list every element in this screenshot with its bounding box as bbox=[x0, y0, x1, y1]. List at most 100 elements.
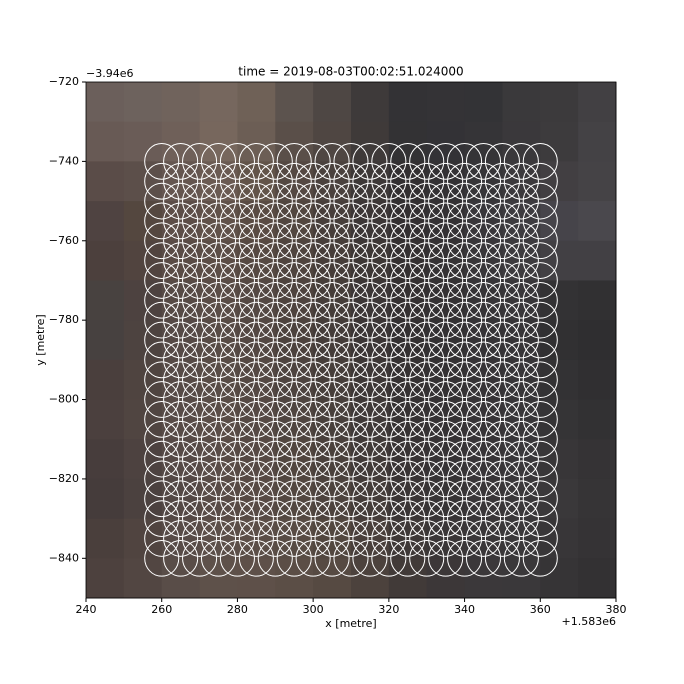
circle bbox=[276, 381, 312, 418]
circle bbox=[257, 401, 293, 438]
circle bbox=[257, 539, 293, 577]
circle bbox=[295, 301, 331, 339]
image-pixel bbox=[86, 161, 125, 202]
circle bbox=[522, 202, 558, 240]
circle bbox=[428, 539, 464, 577]
image-pixel bbox=[351, 82, 390, 123]
image-pixel bbox=[161, 121, 201, 162]
circle bbox=[219, 202, 255, 240]
circle bbox=[484, 143, 520, 180]
circle bbox=[522, 539, 558, 577]
circle bbox=[371, 202, 407, 240]
image-pixel bbox=[123, 439, 163, 480]
circle bbox=[314, 262, 350, 299]
circle bbox=[409, 202, 445, 240]
image-pixel bbox=[275, 240, 314, 281]
image-pixel bbox=[161, 478, 201, 520]
image-pixel bbox=[464, 558, 503, 599]
image-pixel bbox=[351, 518, 390, 559]
circle bbox=[465, 182, 502, 220]
circle bbox=[484, 281, 520, 319]
circle bbox=[371, 361, 407, 399]
circle bbox=[503, 301, 539, 339]
circle bbox=[484, 321, 520, 359]
circle bbox=[409, 440, 445, 478]
circle bbox=[314, 440, 350, 478]
circle bbox=[503, 281, 539, 319]
circle bbox=[163, 480, 199, 518]
image-pixel bbox=[502, 439, 541, 480]
circle bbox=[276, 162, 312, 200]
image-pixel bbox=[313, 478, 352, 520]
image-pixel bbox=[199, 161, 238, 202]
circle bbox=[200, 182, 237, 220]
circle bbox=[144, 440, 180, 478]
circle bbox=[522, 520, 558, 557]
circle bbox=[447, 202, 483, 240]
image-pixel bbox=[86, 82, 125, 123]
x-axis-label: x [metre] bbox=[325, 617, 376, 630]
circle bbox=[144, 301, 180, 339]
circle bbox=[484, 242, 520, 279]
image-pixel bbox=[237, 359, 276, 401]
circle bbox=[200, 500, 237, 537]
circle bbox=[163, 242, 199, 279]
image-pixel bbox=[123, 240, 163, 281]
circle bbox=[333, 162, 369, 200]
image-pixel bbox=[540, 121, 579, 162]
circle bbox=[295, 401, 331, 438]
circle bbox=[352, 162, 388, 200]
circle bbox=[238, 281, 274, 319]
circle bbox=[219, 401, 255, 438]
image-pixel bbox=[123, 399, 163, 440]
circle bbox=[352, 281, 388, 319]
circle bbox=[390, 162, 426, 200]
circle bbox=[314, 381, 350, 418]
circle bbox=[144, 401, 180, 438]
circle bbox=[333, 480, 369, 518]
image-pixel bbox=[502, 201, 541, 242]
circle bbox=[219, 341, 255, 379]
circle bbox=[163, 202, 199, 240]
circle bbox=[314, 162, 350, 200]
circle bbox=[276, 539, 312, 577]
image-pixel bbox=[199, 518, 238, 559]
image-pixel bbox=[502, 82, 541, 123]
circle bbox=[238, 321, 274, 359]
circle bbox=[371, 222, 407, 260]
circle bbox=[238, 401, 274, 438]
circle bbox=[200, 381, 237, 418]
image-pixel bbox=[237, 478, 276, 520]
image-pixel bbox=[237, 240, 276, 281]
image-pixel bbox=[578, 82, 617, 123]
circle bbox=[371, 401, 407, 438]
image-pixel bbox=[464, 359, 503, 401]
circle bbox=[428, 202, 464, 240]
circle bbox=[428, 520, 464, 557]
circle bbox=[409, 262, 445, 299]
circle bbox=[352, 420, 388, 458]
image-pixel bbox=[199, 439, 238, 480]
circle bbox=[257, 500, 293, 537]
circle bbox=[465, 520, 502, 557]
image-pixel bbox=[464, 82, 503, 123]
image-pixel bbox=[275, 320, 314, 361]
circle bbox=[200, 162, 237, 200]
image-pixel bbox=[199, 240, 238, 281]
circle bbox=[200, 321, 237, 359]
circle bbox=[352, 401, 388, 438]
image-pixel bbox=[351, 320, 390, 361]
circle bbox=[447, 460, 483, 498]
circle bbox=[238, 262, 274, 299]
circle bbox=[465, 281, 502, 319]
circle bbox=[484, 202, 520, 240]
axes-frame bbox=[85, 81, 617, 599]
circle bbox=[295, 480, 331, 518]
circle bbox=[352, 182, 388, 220]
circle bbox=[295, 520, 331, 557]
circle bbox=[182, 420, 218, 458]
image-pixel bbox=[388, 201, 428, 242]
circle bbox=[447, 321, 483, 359]
circle bbox=[257, 440, 293, 478]
image-pixel bbox=[426, 320, 466, 361]
